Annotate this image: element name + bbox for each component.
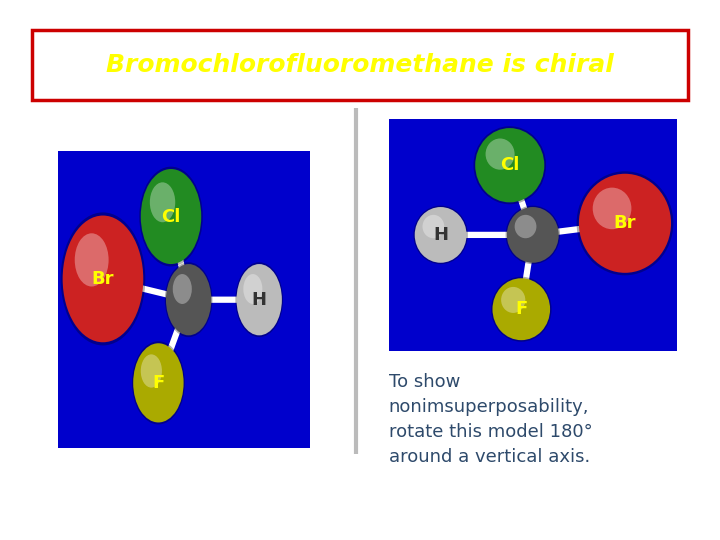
Ellipse shape xyxy=(507,207,559,263)
Ellipse shape xyxy=(165,262,212,337)
Ellipse shape xyxy=(150,183,175,222)
Ellipse shape xyxy=(60,212,145,346)
Ellipse shape xyxy=(140,354,162,388)
FancyBboxPatch shape xyxy=(32,30,688,100)
Text: H: H xyxy=(252,291,266,309)
Text: Bromochlorofluoromethane is chiral: Bromochlorofluoromethane is chiral xyxy=(106,53,614,77)
Ellipse shape xyxy=(579,174,671,273)
Text: Cl: Cl xyxy=(161,207,181,226)
Ellipse shape xyxy=(474,126,546,204)
Ellipse shape xyxy=(413,206,468,264)
Ellipse shape xyxy=(236,264,282,335)
Ellipse shape xyxy=(133,343,184,422)
Text: Br: Br xyxy=(613,214,636,232)
Ellipse shape xyxy=(515,215,536,238)
Ellipse shape xyxy=(423,215,444,238)
Ellipse shape xyxy=(63,215,143,342)
Ellipse shape xyxy=(501,287,526,313)
Ellipse shape xyxy=(593,187,631,230)
Ellipse shape xyxy=(166,264,212,335)
Text: Br: Br xyxy=(91,270,114,288)
Ellipse shape xyxy=(235,262,283,337)
Text: Cl: Cl xyxy=(500,156,519,174)
Ellipse shape xyxy=(577,171,673,275)
Text: F: F xyxy=(515,300,528,318)
Ellipse shape xyxy=(173,274,192,304)
Ellipse shape xyxy=(75,233,109,287)
Text: To show
nonimsuperposability,
rotate this model 180°
around a vertical axis.: To show nonimsuperposability, rotate thi… xyxy=(389,373,593,465)
Bar xyxy=(58,151,310,448)
Ellipse shape xyxy=(492,278,550,340)
Ellipse shape xyxy=(243,274,262,304)
Text: H: H xyxy=(433,226,448,244)
Ellipse shape xyxy=(475,128,544,202)
Ellipse shape xyxy=(132,341,185,424)
Ellipse shape xyxy=(141,169,202,264)
Ellipse shape xyxy=(415,207,467,263)
Ellipse shape xyxy=(505,206,560,264)
Text: F: F xyxy=(152,374,165,392)
Ellipse shape xyxy=(139,167,203,266)
Ellipse shape xyxy=(485,138,515,170)
Ellipse shape xyxy=(491,276,552,342)
Bar xyxy=(389,119,677,351)
